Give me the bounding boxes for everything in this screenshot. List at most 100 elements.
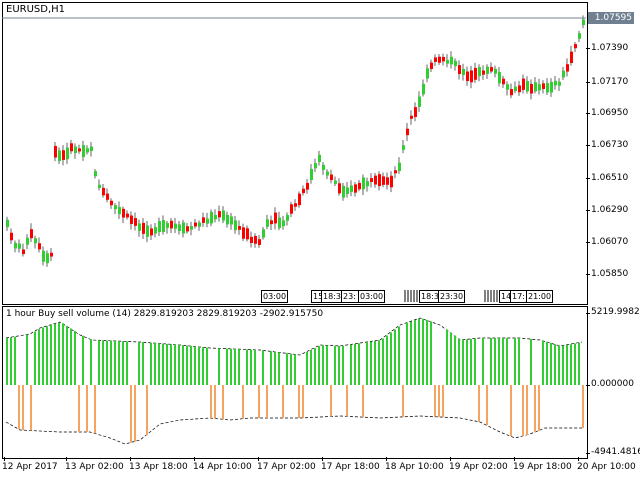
candle-body <box>246 228 249 240</box>
candle-body <box>470 70 473 83</box>
candle-body <box>426 68 429 79</box>
buy-volume-bar <box>558 345 560 385</box>
candle-body <box>162 220 165 232</box>
buy-volume-bar <box>106 340 108 385</box>
time-tick <box>578 457 579 461</box>
price-label: 1.06070 <box>591 237 629 247</box>
sell-volume-bar <box>22 385 24 431</box>
candle-body <box>30 229 33 239</box>
candle-body <box>238 226 241 230</box>
buy-volume-bar <box>82 335 84 385</box>
buy-volume-bar <box>122 341 124 385</box>
candle-body <box>302 188 305 194</box>
candle-body <box>554 80 557 86</box>
buy-volume-bar <box>186 345 188 385</box>
candle-body <box>362 177 365 190</box>
sell-volume-bar <box>210 385 212 418</box>
sell-volume-bar <box>130 385 132 443</box>
candle-body <box>342 185 345 198</box>
candle-body <box>310 168 313 180</box>
time-label: 12 Apr 2017 <box>2 462 58 472</box>
buy-volume-bar <box>310 350 312 385</box>
time-label: 17 Apr 02:00 <box>257 462 316 472</box>
buy-volume-bar <box>166 343 168 385</box>
buy-volume-bar <box>430 321 432 385</box>
candle-body <box>250 236 253 243</box>
buy-volume-bar <box>414 320 416 385</box>
buy-volume-bar <box>422 318 424 385</box>
candle-body <box>326 171 329 176</box>
buy-volume-bar <box>386 335 388 385</box>
price-chart-pane[interactable] <box>2 2 588 305</box>
candle-body <box>22 249 25 255</box>
candle-body <box>574 44 577 49</box>
buy-volume-bar <box>322 345 324 385</box>
sell-volume-bar <box>402 385 404 417</box>
time-label: 19 Apr 18:00 <box>513 462 572 472</box>
buy-volume-bar <box>102 340 104 385</box>
candle-body <box>538 84 541 91</box>
candle-body <box>126 213 129 218</box>
candle-body <box>254 235 257 244</box>
candle-body <box>194 222 197 227</box>
session-marker: 23: <box>341 290 359 303</box>
candle-body <box>230 216 233 225</box>
candle-body <box>82 145 85 158</box>
candle-body <box>50 252 53 257</box>
buy-volume-bar <box>62 323 64 385</box>
buy-volume-bar <box>338 345 340 385</box>
candle-body <box>450 56 453 65</box>
candle-body <box>202 217 205 223</box>
candle-body <box>66 147 69 160</box>
candle-body <box>258 239 261 245</box>
buy-volume-bar <box>554 344 556 385</box>
candle-body <box>110 200 113 206</box>
candle-body <box>378 174 381 187</box>
candle-body <box>386 177 389 185</box>
candle-body <box>510 89 513 96</box>
candle-body <box>274 212 277 224</box>
candle-body <box>54 145 57 158</box>
candle-body <box>174 223 177 229</box>
buy-volume-bar <box>406 322 408 385</box>
candle-body <box>74 146 77 154</box>
buy-volume-bar <box>458 338 460 385</box>
price-label: 1.06510 <box>591 173 629 183</box>
candle-body <box>314 163 317 169</box>
buy-volume-bar <box>46 326 48 385</box>
buy-volume-bar <box>542 340 544 385</box>
candle-body <box>546 83 549 93</box>
buy-volume-bar <box>410 321 412 385</box>
candle-body <box>26 237 29 245</box>
buy-volume-bar <box>158 343 160 385</box>
candle-body <box>318 154 321 163</box>
candle-body <box>334 180 337 184</box>
candle-body <box>498 72 501 84</box>
candle-body <box>146 225 149 237</box>
candle-body <box>410 115 413 119</box>
candle-body <box>358 182 361 190</box>
candle-body <box>354 184 357 193</box>
sell-volume-bar <box>510 385 512 436</box>
candle-body <box>158 221 161 233</box>
candle-body <box>58 150 61 162</box>
candle-body <box>398 162 401 171</box>
price-label: 1.07390 <box>591 43 629 53</box>
candle-body <box>458 65 461 75</box>
candle-body <box>6 219 9 228</box>
indicator-tick <box>586 453 590 454</box>
time-tick <box>130 457 131 461</box>
buy-volume-bar <box>482 338 484 385</box>
candle-body <box>262 229 265 238</box>
buy-volume-bar <box>566 344 568 385</box>
candle-body <box>98 184 101 188</box>
buy-volume-bar <box>150 342 152 385</box>
candle-body <box>234 220 237 231</box>
candle-body <box>118 207 121 215</box>
buy-volume-bar <box>498 338 500 385</box>
buy-volume-bar <box>250 349 252 385</box>
time-tick <box>386 457 387 461</box>
sell-envelope-line <box>5 415 582 445</box>
sell-volume-bar <box>346 385 348 417</box>
